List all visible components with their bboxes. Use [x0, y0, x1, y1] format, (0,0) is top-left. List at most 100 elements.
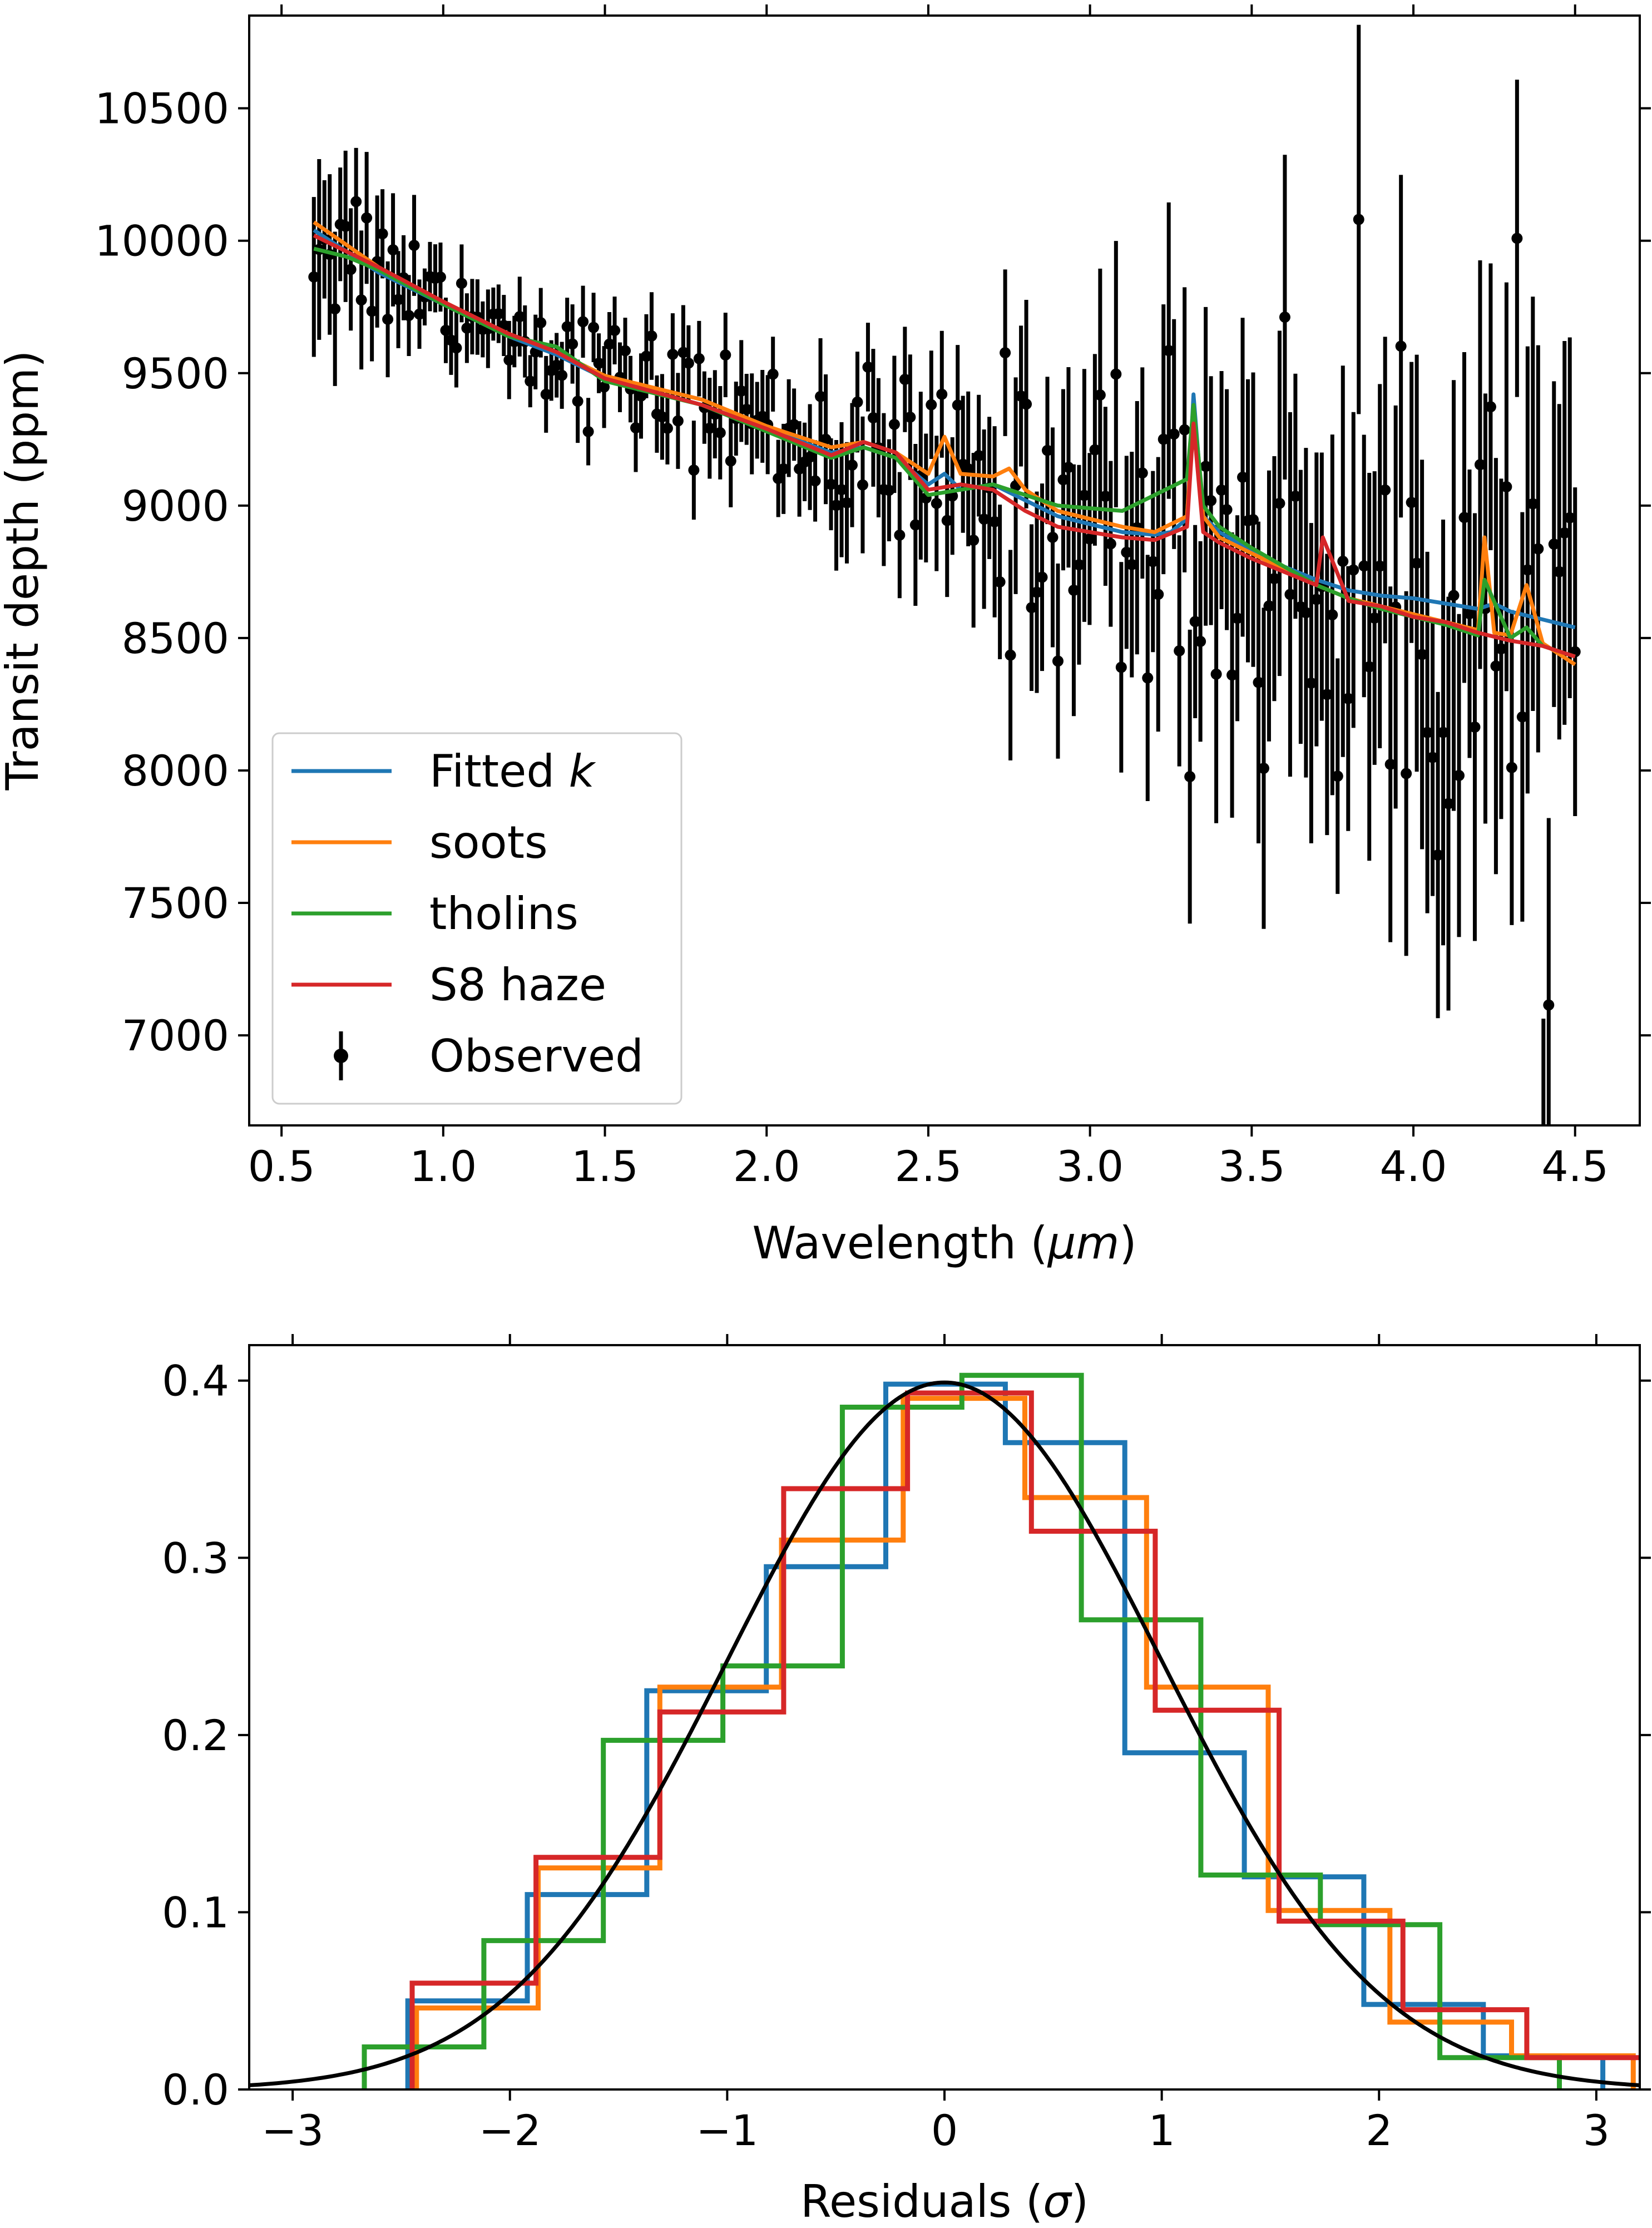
x-tick-label: 1	[1148, 2106, 1175, 2155]
observed-point	[593, 333, 605, 393]
observed-point	[1532, 345, 1544, 753]
observed-point	[720, 313, 731, 398]
observed-point	[1506, 610, 1517, 925]
observed-point	[1036, 483, 1048, 671]
observed-point	[609, 297, 621, 364]
observed-point	[1522, 346, 1534, 794]
observed-point	[1195, 541, 1206, 742]
spectrum-x-axis-label: Wavelength (μm)	[752, 1217, 1136, 1269]
observed-point	[1279, 155, 1290, 480]
model-lines	[313, 220, 1576, 666]
observed-point	[1248, 372, 1259, 667]
observed-point	[1358, 434, 1370, 698]
observed-point	[1253, 521, 1264, 843]
observed-point	[1401, 591, 1412, 956]
observed-point	[1363, 472, 1375, 861]
observed-point	[767, 337, 779, 412]
series-line-s8-haze	[313, 234, 1576, 659]
observed-point	[1427, 619, 1438, 896]
observed-point	[741, 374, 753, 445]
observed-point	[1395, 175, 1407, 518]
legend-entry: soots	[291, 817, 548, 868]
observed-point	[714, 386, 726, 480]
observed-point	[630, 383, 641, 472]
observed-point	[1079, 369, 1090, 622]
observed-point	[1337, 365, 1349, 757]
y-tick-label: 8500	[122, 614, 229, 663]
observed-point	[1168, 319, 1180, 549]
observed-point	[1258, 607, 1269, 929]
observed-point	[899, 327, 911, 432]
observed-point	[1516, 512, 1528, 922]
legend-label: tholins	[429, 888, 578, 940]
observed-point	[1310, 452, 1322, 747]
observed-point	[1416, 460, 1428, 849]
observed-point	[904, 354, 916, 480]
x-tick-label: 4.0	[1380, 1142, 1447, 1191]
observed-point	[635, 353, 647, 439]
observed-point	[1052, 564, 1064, 759]
observed-point	[1300, 448, 1312, 778]
observed-point	[978, 429, 990, 609]
observed-point	[693, 320, 705, 397]
observed-point	[725, 414, 736, 507]
observed-point	[989, 426, 1001, 617]
observed-point	[1353, 24, 1364, 414]
observed-point	[1406, 362, 1417, 643]
observed-point	[1411, 354, 1423, 772]
observed-data	[308, 24, 1581, 1125]
observed-point	[561, 298, 573, 356]
observed-point	[1501, 282, 1512, 691]
observed-point	[936, 330, 948, 458]
observed-point	[1463, 469, 1475, 758]
observed-point	[1443, 596, 1455, 1011]
gaussian-curve	[249, 1380, 1640, 2087]
observed-point	[809, 440, 821, 522]
observed-point	[1369, 471, 1381, 765]
y-tick-label: 0.4	[162, 1356, 229, 1406]
observed-point	[926, 350, 937, 459]
observed-point	[1000, 269, 1011, 436]
observed-point	[1327, 434, 1338, 796]
observed-point	[1163, 202, 1175, 499]
observed-point	[1268, 456, 1280, 702]
legend-label: Observed	[429, 1030, 644, 1082]
observed-point	[567, 304, 578, 384]
legend-entry: Fitted k	[291, 745, 596, 797]
legend-marker-icon	[334, 1049, 348, 1063]
observed-point	[1216, 371, 1228, 609]
observed-point	[1057, 389, 1069, 571]
observed-point	[941, 444, 953, 597]
residuals-plot-frame	[248, 1344, 1641, 2091]
observed-point	[582, 398, 594, 466]
x-tick-label: 2	[1366, 2106, 1392, 2155]
spectrum-plot-frame	[248, 14, 1641, 1127]
observed-point	[815, 338, 827, 455]
observed-point	[1021, 300, 1032, 508]
observed-point	[661, 392, 673, 465]
observed-point	[1284, 412, 1296, 777]
series-line-tholins	[313, 246, 1576, 659]
y-tick-label: 8000	[122, 746, 229, 796]
observed-point	[1047, 427, 1059, 648]
legend-label: soots	[429, 817, 548, 868]
y-axis-ticks: 0.0 0.1 0.2 0.3 0.4	[162, 1356, 1651, 2115]
observed-point	[440, 298, 452, 363]
observed-point	[1073, 465, 1085, 665]
y-tick-label: 0.1	[162, 1888, 229, 1937]
observed-point	[888, 355, 900, 493]
x-tick-label: −1	[696, 2106, 758, 2155]
observed-point	[756, 370, 768, 463]
observed-point	[451, 308, 462, 388]
observed-point	[1142, 555, 1154, 801]
observed-point	[620, 318, 631, 384]
observed-point	[1453, 614, 1465, 937]
observed-point	[1485, 263, 1496, 551]
observed-point	[1189, 525, 1201, 718]
observed-point	[1342, 566, 1354, 831]
y-tick-label: 7000	[122, 1011, 229, 1060]
observed-point	[1274, 330, 1285, 676]
x-tick-label: −2	[479, 2106, 541, 2155]
observed-point	[1005, 550, 1016, 760]
